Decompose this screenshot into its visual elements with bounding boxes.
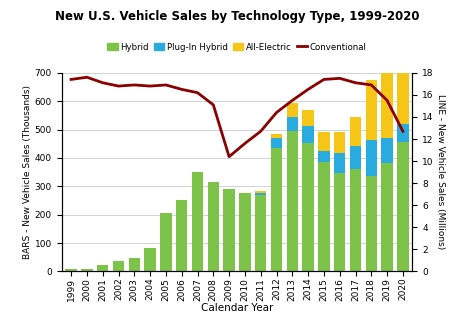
Bar <box>97 265 109 271</box>
Bar <box>271 137 282 148</box>
Y-axis label: LINE - New Vehicle Sales (Millions): LINE - New Vehicle Sales (Millions) <box>437 94 446 250</box>
Bar <box>350 169 361 271</box>
Bar <box>334 153 346 173</box>
Bar <box>192 172 203 271</box>
Bar <box>65 269 77 271</box>
Bar <box>397 123 409 142</box>
Bar <box>365 140 377 175</box>
Bar <box>334 131 346 153</box>
Bar <box>350 146 361 169</box>
Bar <box>318 132 329 151</box>
Bar <box>255 193 266 195</box>
Bar <box>223 189 235 271</box>
Bar <box>397 142 409 271</box>
Bar <box>287 117 298 131</box>
Legend: Hybrid, Plug-In Hybrid, All-Electric, Conventional: Hybrid, Plug-In Hybrid, All-Electric, Co… <box>104 39 370 55</box>
Bar <box>271 133 282 137</box>
Bar <box>302 110 314 126</box>
Bar <box>271 148 282 271</box>
Bar <box>287 104 298 117</box>
Bar <box>255 195 266 271</box>
Bar <box>145 248 156 271</box>
Bar <box>397 56 409 123</box>
Bar <box>382 163 393 271</box>
Bar <box>255 191 266 193</box>
Bar <box>287 131 298 271</box>
Y-axis label: BARS - New Vehicle Sales (Thousands): BARS - New Vehicle Sales (Thousands) <box>23 85 32 259</box>
Bar <box>318 151 329 163</box>
Bar <box>176 201 187 271</box>
Bar <box>334 173 346 271</box>
Bar <box>382 138 393 163</box>
Text: New U.S. Vehicle Sales by Technology Type, 1999-2020: New U.S. Vehicle Sales by Technology Typ… <box>55 10 419 23</box>
Bar <box>365 80 377 140</box>
Bar <box>208 182 219 271</box>
Bar <box>81 269 92 271</box>
Bar <box>113 261 124 271</box>
Bar <box>382 71 393 138</box>
Bar <box>239 193 251 271</box>
X-axis label: Calendar Year: Calendar Year <box>201 304 273 313</box>
Bar <box>318 163 329 271</box>
Bar <box>302 126 314 143</box>
Bar <box>302 143 314 271</box>
Bar <box>365 175 377 271</box>
Bar <box>350 117 361 146</box>
Bar <box>160 213 172 271</box>
Bar <box>128 258 140 271</box>
